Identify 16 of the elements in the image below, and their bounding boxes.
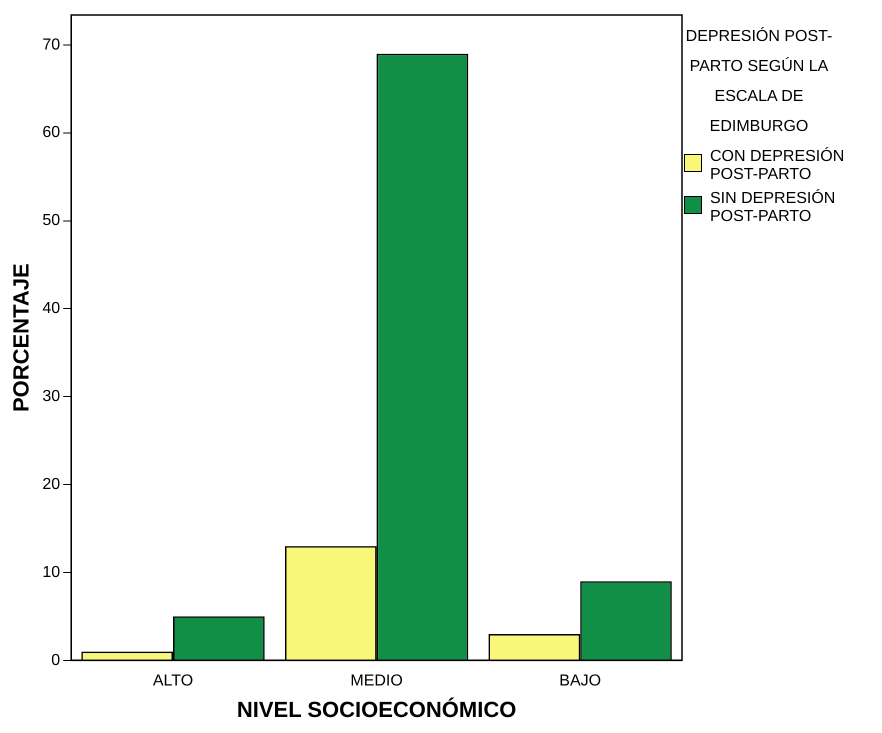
x-tick-label: MEDIO bbox=[350, 672, 403, 690]
y-tick-label: 40 bbox=[42, 300, 60, 318]
x-axis-title: NIVEL SOCIOECONÓMICO bbox=[236, 696, 516, 722]
y-tick-label: 70 bbox=[42, 36, 60, 54]
legend-label: SIN DEPRESIÓN POST-PARTO bbox=[710, 190, 836, 226]
y-tick-label: 20 bbox=[42, 476, 60, 493]
y-tick-label: 30 bbox=[42, 388, 60, 406]
x-tick-label: ALTO bbox=[152, 672, 194, 690]
legend-title: DEPRESIÓN POST-PARTO SEGÚN LA ESCALA DE EDIMBURGO bbox=[684, 26, 834, 137]
y-tick-label: 60 bbox=[42, 124, 60, 142]
x-tick-label: BAJO bbox=[559, 672, 602, 690]
y-tick-label: 10 bbox=[42, 564, 60, 581]
y-axis-title: PORCENTAJE bbox=[8, 263, 34, 412]
y-tick-label: 50 bbox=[42, 212, 60, 230]
legend-label: CON DEPRESIÓN POST-PARTO bbox=[710, 148, 846, 184]
y-tick-label: 0 bbox=[51, 652, 60, 669]
